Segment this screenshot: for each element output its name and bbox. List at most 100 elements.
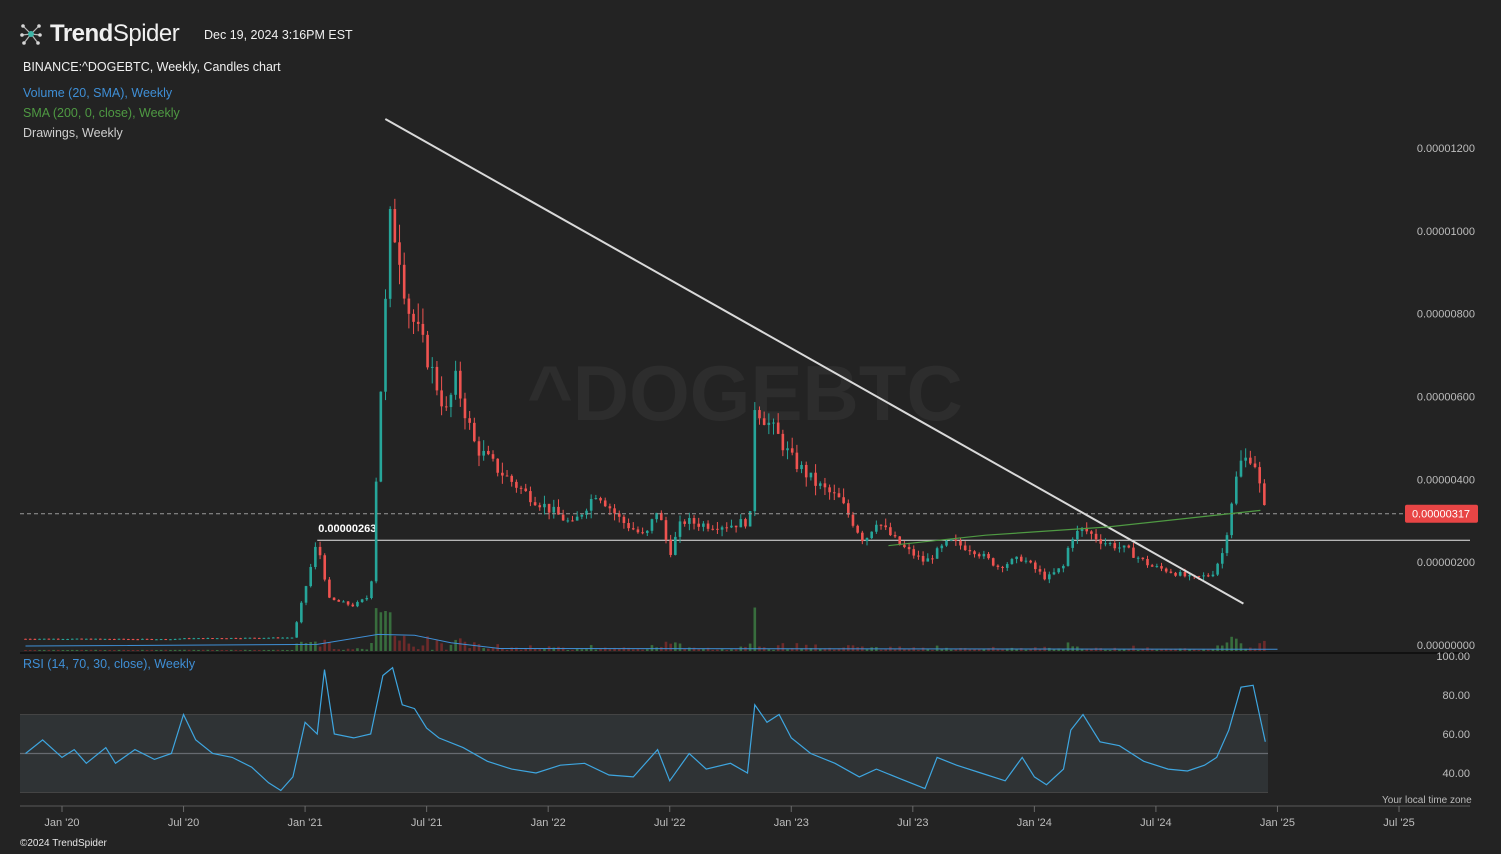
candle-body: [837, 493, 841, 498]
candle-body: [85, 638, 88, 640]
price-tick-label: 0.00000200: [1417, 557, 1475, 569]
volume-bar: [1108, 649, 1112, 651]
volume-bar: [613, 647, 616, 651]
candle-body: [356, 602, 359, 607]
candle-body: [47, 638, 51, 640]
volume-bar: [47, 649, 51, 651]
volume-bar: [907, 649, 911, 651]
volume-bar: [136, 650, 140, 651]
candle-body: [187, 638, 191, 640]
candle-body: [89, 638, 93, 640]
legend-rsi[interactable]: RSI (14, 70, 30, close), Weekly: [23, 657, 196, 671]
candle-body: [678, 521, 682, 537]
candle-body: [1104, 543, 1107, 545]
volume-bar: [1066, 642, 1070, 651]
trendline[interactable]: [384, 118, 1244, 605]
volume-bar: [730, 649, 733, 651]
candle-body: [720, 527, 724, 530]
volume-bar: [24, 650, 27, 651]
candle-body: [561, 514, 565, 521]
candle-body: [917, 555, 920, 557]
candle-body: [1010, 559, 1014, 565]
volume-bar: [1062, 649, 1065, 651]
candle-body: [725, 527, 729, 529]
time-tick-label: Jul '23: [897, 817, 928, 829]
volume-bar: [491, 648, 495, 651]
candle-body: [468, 418, 471, 423]
candle-body: [968, 550, 972, 552]
time-tick-label: Jan '23: [774, 817, 809, 829]
volume-bar: [426, 636, 429, 651]
volume-bar: [56, 649, 60, 651]
volume-bar: [692, 647, 696, 651]
candle-body: [1244, 457, 1247, 461]
candle-body: [1155, 566, 1159, 568]
candle-body: [309, 566, 313, 587]
volume-bar: [253, 649, 256, 651]
legend-drawings[interactable]: Drawings, Weekly: [23, 126, 123, 140]
candle-body: [608, 506, 612, 509]
volume-bar: [346, 648, 350, 651]
volume-bar: [631, 649, 635, 651]
volume-bar: [627, 647, 630, 651]
volume-bar: [257, 649, 261, 651]
volume-bar: [332, 649, 336, 651]
volume-bar: [996, 649, 1000, 651]
candle-body: [1230, 503, 1233, 536]
volume-bar: [159, 649, 163, 651]
volume-bar: [300, 641, 303, 651]
support-line[interactable]: 0.00000263: [317, 523, 1470, 541]
candle-body: [706, 523, 710, 529]
symbol-watermark: ^DOGEBTC: [527, 349, 963, 437]
volume-bar: [1235, 638, 1238, 651]
candle-body: [164, 639, 168, 641]
candle-body: [56, 638, 60, 640]
candle-body: [889, 527, 892, 536]
candle-body: [552, 506, 556, 513]
volume-bar: [1150, 649, 1154, 651]
legend-volume[interactable]: Volume (20, SMA), Weekly: [23, 86, 173, 100]
volume-bar: [589, 645, 593, 651]
volume-bar: [61, 649, 65, 651]
candle-body: [1220, 553, 1224, 564]
candle-body: [314, 546, 317, 567]
candle-body: [1132, 547, 1135, 558]
legend-sma[interactable]: SMA (200, 0, close), Weekly: [23, 106, 180, 120]
candle-body: [66, 638, 69, 640]
volume-bar: [127, 649, 130, 651]
rsi-panel[interactable]: RSI (14, 70, 30, close), Weekly 100.00 80…: [20, 651, 1470, 793]
volume-bar: [753, 607, 757, 651]
volume-bar: [1225, 642, 1229, 651]
volume-bar: [1122, 649, 1126, 651]
candle-body: [206, 638, 210, 640]
candle-body: [1090, 531, 1093, 534]
candle-body: [122, 638, 126, 640]
volume-bar: [393, 636, 397, 651]
volume-bar: [702, 648, 705, 651]
candle-body: [786, 448, 789, 451]
last-price-label: 0.00000317: [1412, 509, 1470, 521]
time-axis: Jan '20 Jul '20 Jan '21 Jul '21 Jan '22 Jul '…: [20, 805, 1470, 829]
candle-body: [1108, 543, 1112, 545]
candle-body: [823, 483, 827, 488]
volume-bar: [1188, 649, 1191, 651]
candle-body: [762, 418, 766, 425]
candle-body: [1085, 527, 1089, 532]
candle-body: [253, 637, 256, 639]
candle-body: [1019, 556, 1023, 562]
volume-bar: [1258, 643, 1261, 651]
time-tick-label: Jan '20: [44, 817, 79, 829]
candle-body: [772, 422, 775, 424]
candle-body: [131, 639, 135, 641]
candle-body: [407, 298, 411, 314]
time-tick-label: Jan '22: [531, 817, 566, 829]
candle-body: [1062, 565, 1065, 569]
candle-body: [828, 487, 831, 493]
volume-bar: [917, 649, 920, 651]
volume-bar: [926, 648, 930, 651]
candle-body: [912, 549, 916, 556]
candle-body: [1113, 543, 1117, 549]
volume-bar: [351, 649, 355, 651]
volume-bar: [458, 638, 462, 651]
